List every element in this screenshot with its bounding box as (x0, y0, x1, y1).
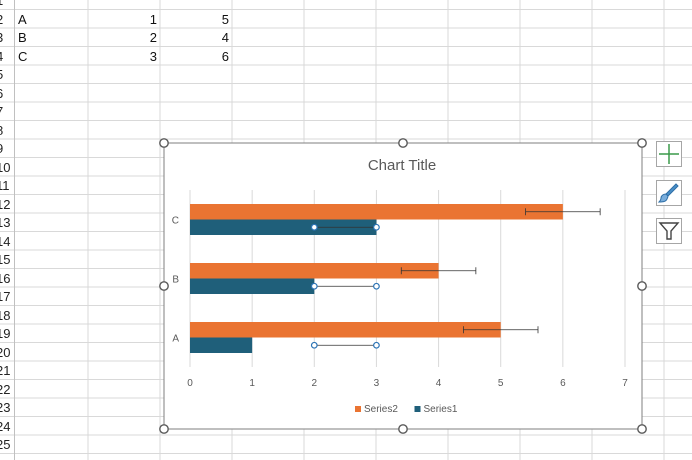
error-bar-selection-handle[interactable] (310, 341, 318, 349)
resize-handle[interactable] (159, 424, 169, 434)
cell-label[interactable]: B (18, 30, 27, 45)
cell-value-2[interactable]: 5 (221, 11, 229, 27)
error-bar-selection-handle[interactable] (310, 223, 318, 231)
legend-label[interactable]: Series1 (424, 404, 458, 415)
cell-label[interactable]: C (18, 48, 28, 64)
cell-value-1[interactable]: 2 (149, 30, 157, 45)
row-number[interactable]: 14 (0, 233, 11, 249)
chart-elements-button[interactable] (656, 141, 682, 167)
row-number[interactable]: 12 (0, 196, 11, 212)
resize-handle[interactable] (637, 424, 647, 434)
y-category-label: A (172, 334, 179, 345)
row-number[interactable]: 24 (0, 418, 11, 434)
row-number[interactable]: 5 (0, 66, 14, 84)
error-bar-selection-handle[interactable] (310, 282, 318, 290)
row-number[interactable]: 6 (0, 85, 14, 103)
bar-series2-a[interactable] (190, 322, 501, 338)
row-number[interactable]: 25 (0, 437, 11, 452)
row-number[interactable]: 18 (0, 307, 11, 323)
row-number[interactable]: 11 (0, 178, 10, 193)
chart-filters-button[interactable] (656, 218, 682, 244)
funnel-icon (658, 222, 680, 240)
cell-value-2[interactable]: 4 (221, 30, 229, 45)
row-number[interactable]: 10 (0, 159, 11, 175)
row-number[interactable]: 8 (0, 122, 14, 140)
resize-handle[interactable] (637, 281, 647, 291)
row-number[interactable]: 21 (0, 363, 11, 378)
error-bar-selection-handle[interactable] (373, 341, 380, 349)
cell-label[interactable]: A (18, 11, 27, 27)
y-category-label: B (172, 275, 179, 286)
legend-swatch (355, 406, 361, 412)
row-number[interactable]: 9 (0, 140, 14, 158)
legend-swatch (414, 406, 421, 412)
row-number[interactable]: 15 (0, 252, 11, 267)
resize-handle[interactable] (159, 138, 169, 148)
x-tick-label: 7 (622, 378, 628, 389)
row-number[interactable]: 23 (0, 400, 11, 415)
legend-label[interactable]: Series2 (364, 404, 398, 415)
error-bar-selection-handle[interactable] (373, 282, 380, 290)
bar-series1-b[interactable] (190, 278, 315, 295)
row-number[interactable]: 13 (0, 215, 11, 230)
row-number[interactable]: 17 (0, 289, 11, 304)
x-tick-label: 1 (249, 378, 255, 389)
bar-series1-c[interactable] (190, 219, 377, 236)
bar-series2-b[interactable] (190, 263, 439, 279)
resize-handle[interactable] (159, 281, 169, 291)
bar-series2-c[interactable] (190, 204, 563, 220)
paintbrush-icon (658, 183, 679, 203)
x-tick-label: 2 (312, 378, 318, 389)
row-number[interactable]: 19 (0, 326, 11, 341)
chart-styles-button[interactable] (656, 180, 682, 206)
x-tick-label: 3 (374, 378, 380, 389)
cell-value-1[interactable]: 3 (149, 48, 157, 64)
row-number[interactable]: 16 (0, 270, 11, 286)
cell-value-1[interactable]: 1 (149, 11, 157, 27)
x-tick-label: 6 (560, 378, 566, 389)
resize-handle[interactable] (398, 424, 408, 434)
x-tick-label: 0 (187, 378, 193, 389)
row-number[interactable]: 2 (0, 11, 14, 29)
row-number[interactable]: 22 (0, 381, 11, 397)
row-number[interactable]: 3 (0, 29, 14, 47)
y-category-label: C (172, 216, 179, 227)
resize-handle[interactable] (398, 138, 408, 148)
plus-icon (659, 144, 679, 164)
error-bar-selection-handle[interactable] (373, 223, 380, 231)
x-tick-label: 5 (498, 378, 504, 389)
resize-handle[interactable] (637, 138, 647, 148)
row-number[interactable]: 1 (0, 0, 14, 10)
row-number[interactable]: 20 (0, 344, 11, 360)
x-tick-label: 4 (436, 378, 442, 389)
row-number[interactable]: 7 (0, 103, 14, 121)
chart-title[interactable]: Chart Title (368, 157, 436, 174)
row-number[interactable]: 4 (0, 48, 14, 66)
cell-value-2[interactable]: 6 (221, 48, 229, 64)
bar-series1-a[interactable] (190, 337, 253, 354)
